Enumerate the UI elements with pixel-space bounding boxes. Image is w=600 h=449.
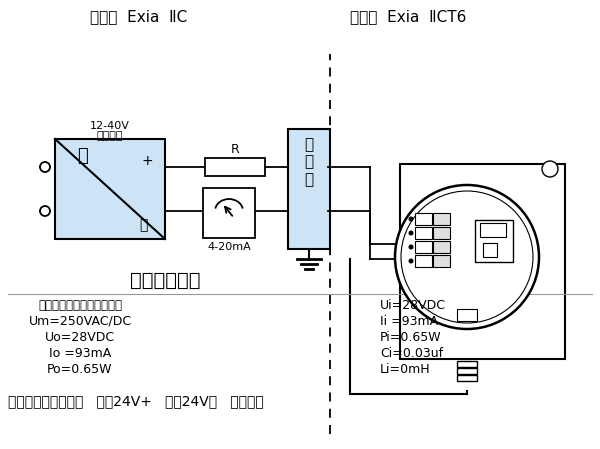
Bar <box>433 255 450 267</box>
Bar <box>205 158 265 176</box>
Circle shape <box>409 230 413 235</box>
Bar <box>415 213 432 225</box>
Text: 安全区  Exia  ⅡC: 安全区 Exia ⅡC <box>90 9 187 24</box>
Text: 直流电源: 直流电源 <box>97 131 123 141</box>
Bar <box>433 213 450 225</box>
Text: 注：一体化接线方式   红：24V+   蓝：24V－   黑：接地: 注：一体化接线方式 红：24V+ 蓝：24V－ 黑：接地 <box>8 394 264 408</box>
Bar <box>433 241 450 253</box>
Text: R: R <box>230 143 239 156</box>
Bar <box>288 129 330 249</box>
Bar <box>415 227 432 239</box>
Text: Ii =93mA: Ii =93mA <box>380 315 438 328</box>
Text: －: － <box>139 218 147 232</box>
Text: 4-20mA: 4-20mA <box>207 242 251 252</box>
Circle shape <box>395 185 539 329</box>
Text: （参见安全栅适用说明书）: （参见安全栅适用说明书） <box>38 299 122 312</box>
Circle shape <box>542 161 558 177</box>
Bar <box>203 188 255 238</box>
Bar <box>457 368 477 374</box>
Text: Ci=0.03uf: Ci=0.03uf <box>380 347 443 360</box>
Text: 危险区  Exia  ⅡCT6: 危险区 Exia ⅡCT6 <box>350 9 466 24</box>
Text: +: + <box>141 154 153 168</box>
Text: 安
全
栅: 安 全 栅 <box>304 137 314 187</box>
Circle shape <box>409 259 413 264</box>
Bar <box>415 241 432 253</box>
Circle shape <box>409 216 413 221</box>
Circle shape <box>40 162 50 172</box>
Bar <box>457 361 477 367</box>
Text: Io =93mA: Io =93mA <box>49 347 111 360</box>
Circle shape <box>401 191 533 323</box>
Bar <box>475 220 513 262</box>
Bar <box>457 375 477 381</box>
Text: 12-40V: 12-40V <box>90 121 130 131</box>
Text: Po=0.65W: Po=0.65W <box>47 363 113 376</box>
Bar <box>480 223 506 237</box>
Text: Li=0mH: Li=0mH <box>380 363 431 376</box>
Bar <box>483 243 497 257</box>
Text: Ui=28VDC: Ui=28VDC <box>380 299 446 312</box>
Text: 本安型接线图: 本安型接线图 <box>130 271 200 290</box>
Text: Um=250VAC/DC: Um=250VAC/DC <box>28 315 131 328</box>
Bar <box>55 139 165 239</box>
Circle shape <box>409 245 413 250</box>
Text: ～: ～ <box>77 147 88 165</box>
Text: Pi=0.65W: Pi=0.65W <box>380 331 442 344</box>
Text: Uo=28VDC: Uo=28VDC <box>45 331 115 344</box>
Bar <box>433 227 450 239</box>
Bar <box>457 309 477 321</box>
Bar <box>415 255 432 267</box>
Circle shape <box>40 206 50 216</box>
Bar <box>400 164 565 359</box>
